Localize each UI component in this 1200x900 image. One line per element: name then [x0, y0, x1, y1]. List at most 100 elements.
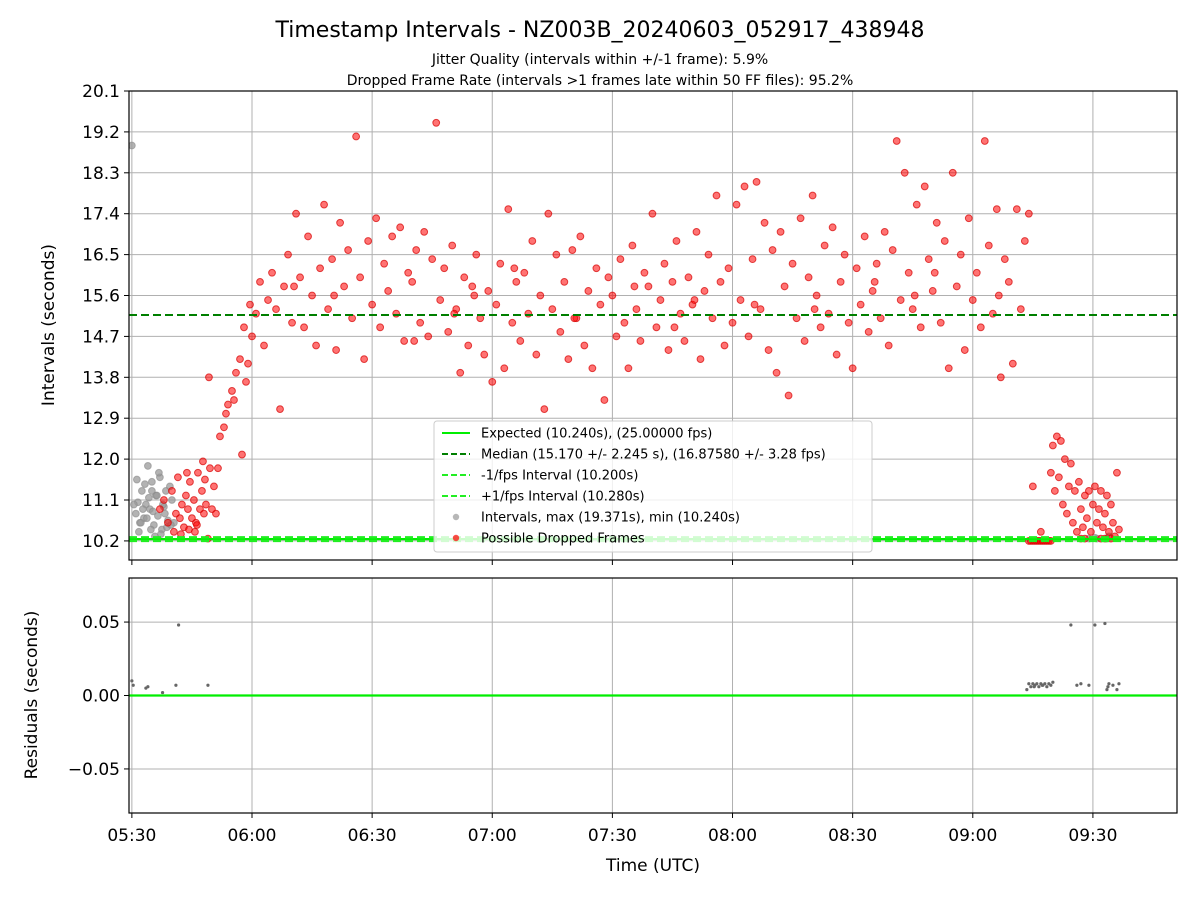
x-axis-label: Time (UTC)	[605, 856, 700, 876]
legend-label: Possible Dropped Frames	[481, 532, 645, 547]
dropped-frame-point	[242, 377, 250, 386]
dropped-frame-point	[1097, 487, 1105, 495]
dropped-frame-point	[183, 468, 191, 477]
dropped-frame-point	[524, 309, 533, 318]
dropped-frame-point	[864, 327, 873, 336]
residual-point	[206, 683, 210, 687]
dropped-frame-point	[201, 475, 209, 484]
dropped-frame-point	[916, 323, 925, 332]
interval-point	[148, 507, 157, 516]
dropped-frame-point	[604, 273, 613, 282]
dropped-frame-point	[1078, 523, 1087, 532]
dropped-frame-point	[1024, 209, 1033, 218]
dropped-frame-point	[336, 218, 344, 227]
dropped-frame-point	[324, 305, 332, 314]
dropped-frame-point	[436, 296, 445, 304]
dropped-frame-point	[193, 521, 201, 529]
dropped-frame-point	[384, 287, 393, 295]
legend: Expected (10.240s), (25.00000 fps) Median…	[433, 420, 873, 553]
dropped-frame-point	[588, 364, 597, 373]
dropped-frame-point	[1099, 523, 1107, 532]
dropped-frame-point	[216, 432, 224, 441]
dropped-frame-point	[930, 268, 939, 277]
dropped-frame-point	[1105, 527, 1113, 536]
residual-point	[1107, 682, 1111, 686]
dropped-frame-point	[1087, 527, 1095, 536]
dropped-frame-point	[836, 277, 845, 286]
dropped-frame-point	[628, 241, 637, 250]
dropped-frame-point	[284, 250, 292, 259]
dropped-frame-point	[612, 332, 621, 341]
residual-point	[1045, 685, 1049, 689]
residual-point	[174, 683, 178, 687]
dropped-frame-point	[1062, 509, 1071, 518]
dropped-frame-point	[220, 423, 228, 432]
dropped-frame-point	[944, 364, 953, 373]
dropped-frame-point	[672, 237, 681, 245]
dropped-frame-point	[516, 337, 525, 345]
dropped-frame-point	[212, 509, 220, 518]
dropped-frame-point	[984, 241, 993, 250]
dropped-frame-point	[900, 168, 909, 177]
interval-point	[144, 493, 153, 502]
dropped-frame-point	[870, 277, 879, 286]
dropped-frame-point	[244, 359, 252, 368]
dropped-frame-point	[410, 337, 419, 345]
x-tick-label: 09:00	[948, 826, 997, 846]
dropped-frame-point	[796, 214, 805, 223]
dropped-frame-point	[1056, 437, 1065, 445]
dropped-frame-point	[652, 323, 661, 332]
residuals-y-axis-label: Residuals (seconds)	[22, 611, 42, 780]
dropped-frame-point	[660, 259, 669, 268]
dropped-frame-point	[280, 282, 288, 291]
dropped-frame-point	[1113, 468, 1121, 477]
residual-point	[1093, 623, 1097, 627]
interval-point	[140, 480, 149, 489]
dropped-frame-point	[412, 246, 421, 254]
dropped-frame-point	[960, 346, 969, 354]
dropped-frame-point	[232, 368, 240, 377]
residual-point	[1106, 685, 1110, 689]
dropped-frame-point	[788, 259, 797, 268]
interval-point	[146, 525, 155, 534]
dropped-frame-point	[388, 232, 397, 241]
dropped-frame-point	[228, 387, 236, 395]
dropped-frame-point	[600, 396, 609, 404]
dropped-frame-point	[556, 327, 565, 336]
dropped-frame-point	[1109, 518, 1117, 527]
interval-point	[161, 509, 169, 518]
dropped-frame-point	[264, 296, 272, 304]
dropped-frame-point	[980, 137, 989, 145]
dropped-frame-point	[222, 409, 230, 418]
dropped-frame-point	[332, 346, 340, 354]
dropped-frame-point	[1060, 455, 1069, 464]
dropped-frame-point	[424, 332, 433, 341]
dropped-frame-point	[344, 246, 353, 254]
dropped-frame-point	[824, 309, 833, 318]
interval-point	[147, 477, 156, 486]
dropped-frame-point	[168, 487, 176, 495]
dropped-frame-point	[496, 259, 505, 268]
dropped-frame-point	[910, 291, 919, 300]
interval-point	[138, 505, 147, 514]
interval-point	[129, 141, 136, 150]
dropped-frame-point	[256, 277, 264, 286]
dropped-frame-point	[608, 291, 617, 300]
dropped-frame-point	[908, 305, 917, 314]
dropped-frame-point	[552, 250, 561, 259]
dropped-frame-point	[648, 209, 657, 218]
residual-point	[1069, 623, 1073, 627]
dropped-frame-point	[1054, 473, 1063, 482]
dropped-frame-point	[856, 300, 865, 309]
dropped-frame-point	[844, 318, 853, 327]
dropped-frame-point	[804, 273, 813, 282]
dropped-frame-point	[444, 327, 453, 336]
dropped-frame-point	[416, 318, 425, 327]
dropped-frame-point	[760, 218, 769, 227]
dropped-frame-point	[440, 264, 449, 273]
dropped-frame-point	[596, 300, 605, 309]
interval-point	[137, 487, 146, 495]
dropped-frame-point	[932, 218, 941, 227]
dropped-frame-point	[199, 457, 207, 466]
dropped-frame-point	[1093, 518, 1101, 527]
